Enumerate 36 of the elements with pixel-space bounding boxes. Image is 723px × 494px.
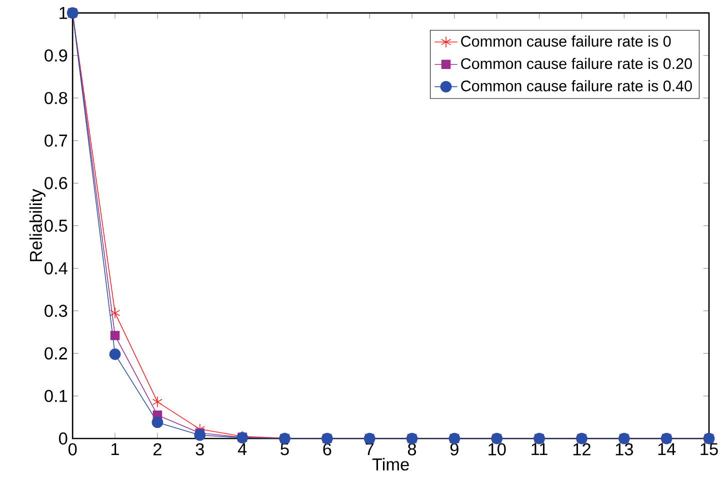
y-axis-title: Reliability xyxy=(29,188,46,262)
x-tick-label: 12 xyxy=(573,443,590,456)
x-tick-label: 10 xyxy=(488,443,506,456)
x-tick-label: 13 xyxy=(616,443,633,456)
point xyxy=(109,348,121,360)
x-tick-label: 2 xyxy=(154,443,162,456)
legend-label: Common cause failure rate is 0 xyxy=(461,35,671,47)
y-tick-label: 0.3 xyxy=(44,304,68,317)
y-tick-label: 1 xyxy=(60,6,68,19)
x-axis-title: Time xyxy=(372,458,409,470)
x-tick-label: 0 xyxy=(68,443,77,456)
x-tick-label: 9 xyxy=(450,443,458,456)
x-tick-label: 3 xyxy=(196,443,204,456)
x-tick-label: 1 xyxy=(112,443,119,455)
point xyxy=(110,307,120,319)
x-tick-label: 8 xyxy=(408,443,416,456)
point xyxy=(194,429,206,441)
x-tick-label: 6 xyxy=(323,443,332,456)
y-tick-label: 0.9 xyxy=(44,49,68,62)
y-tick-label: 0 xyxy=(58,432,68,445)
x-tick-label: 11 xyxy=(532,443,548,455)
legend-label: Common cause failure rate is 0.40 xyxy=(461,80,692,92)
y-tick-label: 0.6 xyxy=(44,176,68,190)
point xyxy=(152,416,164,428)
y-tick-label: 0.7 xyxy=(44,134,68,147)
y-tick-label: 0.5 xyxy=(44,220,68,232)
point xyxy=(110,330,120,340)
x-tick-label: 4 xyxy=(238,443,247,455)
y-tick-label: 0.4 xyxy=(44,262,68,274)
x-tick-label: 14 xyxy=(658,443,676,455)
x-tick-label: 15 xyxy=(700,443,718,456)
legend-label: Common cause failure rate is 0.20 xyxy=(461,58,692,69)
y-tick-label: 0.8 xyxy=(44,92,68,104)
y-tick-label: 0.2 xyxy=(44,347,68,360)
y-tick-label: 0.1 xyxy=(44,390,68,402)
point xyxy=(152,396,162,408)
